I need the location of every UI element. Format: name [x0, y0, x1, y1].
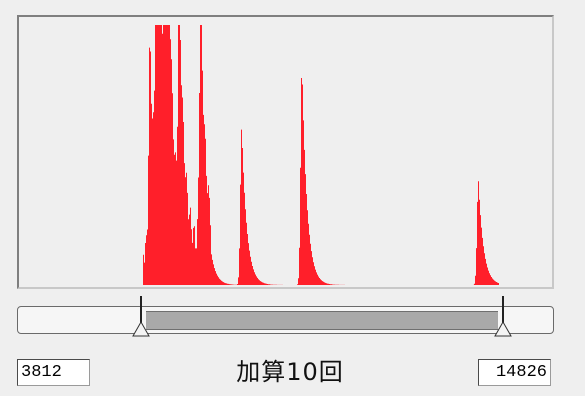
min-handle[interactable] — [130, 296, 152, 342]
min-value-field[interactable]: 3812 — [17, 359, 90, 386]
accumulation-caption: 加算10回 — [236, 358, 344, 386]
max-value-field[interactable]: 14826 — [478, 359, 551, 386]
histogram-frame — [17, 15, 554, 289]
range-slider[interactable] — [17, 296, 554, 337]
histogram-plot — [19, 25, 552, 285]
max-handle[interactable] — [492, 296, 514, 342]
histogram-bars — [19, 25, 552, 285]
selected-range-bar[interactable] — [145, 311, 498, 330]
